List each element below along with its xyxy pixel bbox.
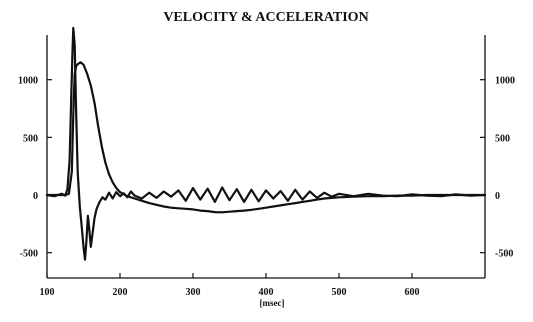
y-right-tick-label: -500 xyxy=(495,249,513,260)
series-layer xyxy=(45,26,487,261)
x-axis-label: [msec] xyxy=(260,298,285,308)
x-tick-label: 600 xyxy=(405,287,420,298)
y-right-tick-label: 0 xyxy=(495,191,500,202)
y-left-tick-label: -500 xyxy=(20,249,38,260)
chart-title: VELOCITY & ACCELERATION xyxy=(163,10,368,25)
x-tick-label: 500 xyxy=(332,287,347,298)
y-left-tick-label: 1000 xyxy=(18,76,38,87)
y-left-tick-label: 500 xyxy=(23,133,38,144)
velocity-series-line xyxy=(45,61,487,214)
x-tick-label: 200 xyxy=(113,287,128,298)
y-right-tick-label: 1000 xyxy=(495,76,515,87)
y-right-tick-label: 500 xyxy=(495,133,510,144)
acceleration-series-line xyxy=(45,26,487,261)
tick-layer: 100 200 300 400 500 600 -500 0 500 1000 -500 0 500 10… xyxy=(18,76,515,298)
x-tick-label: 100 xyxy=(40,287,55,298)
y-left-tick-label: 0 xyxy=(33,191,38,202)
x-tick-label: 400 xyxy=(259,287,274,298)
x-tick-label: 300 xyxy=(186,287,201,298)
